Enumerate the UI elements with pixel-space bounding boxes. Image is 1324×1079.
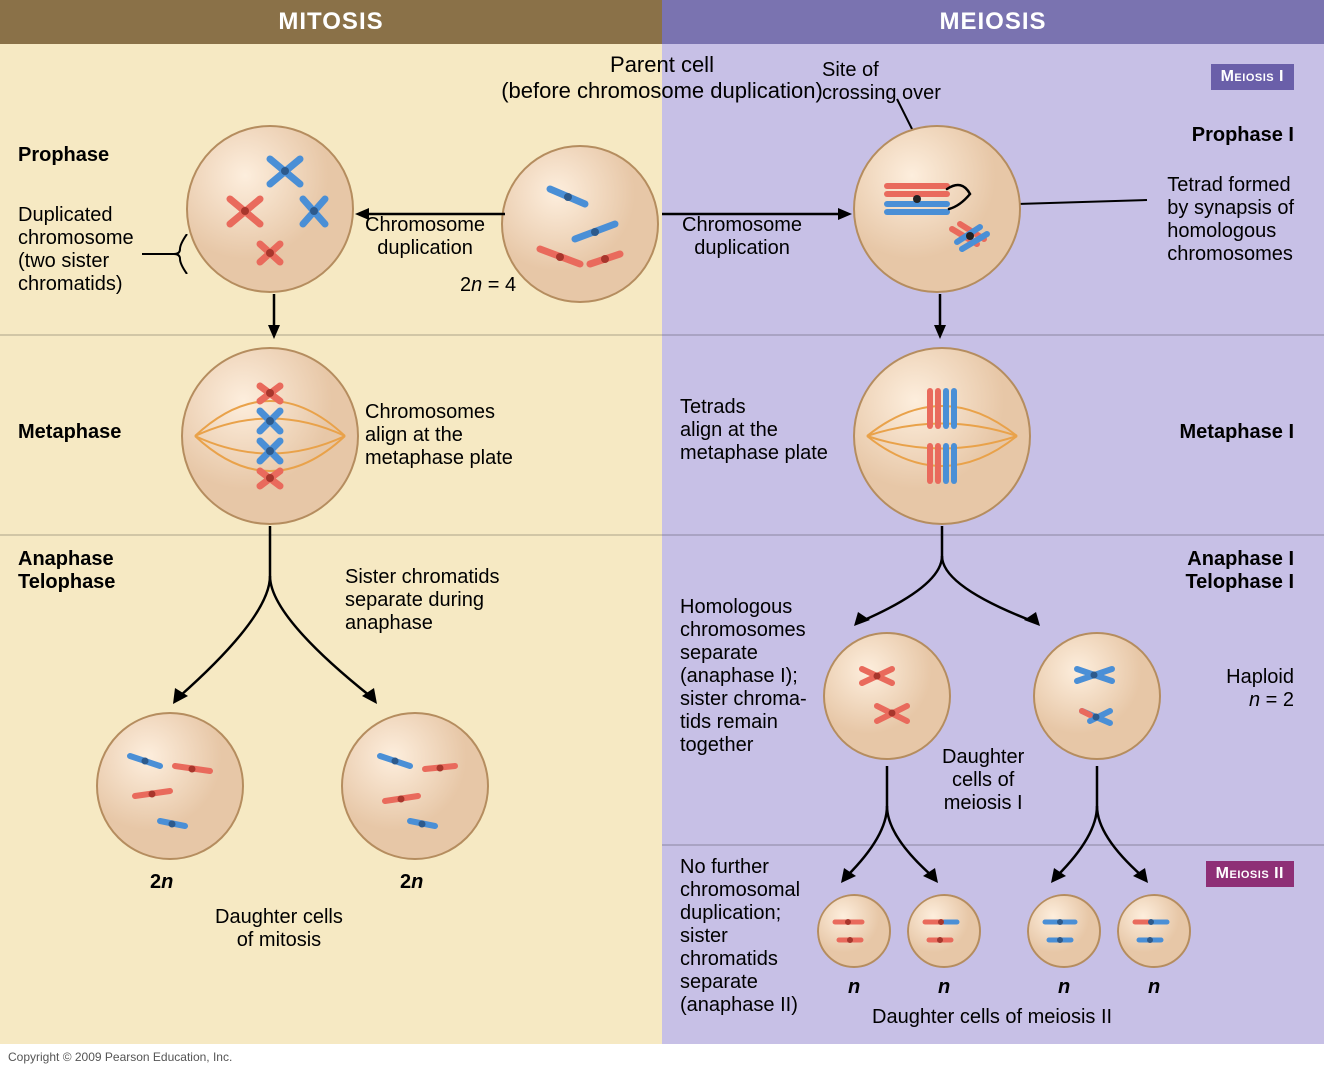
meiosis2-badge: Meiosis II bbox=[1206, 861, 1294, 887]
meiosis-column: Meiosis I Site of crossing over Prophase… bbox=[662, 44, 1324, 1044]
mitosis-column: Prophase Duplicated chromosome (two sist… bbox=[0, 44, 662, 1044]
meiosis-prophase-row: Meiosis I Site of crossing over Prophase… bbox=[662, 44, 1324, 334]
meiosis2-row: Meiosis II No further chromosomal duplic… bbox=[662, 844, 1324, 1044]
n-label-4: n bbox=[1148, 976, 1160, 999]
ploidy-label: 2n = 4 bbox=[460, 274, 516, 297]
daughter2-label: Daughter cells of meiosis II bbox=[872, 1006, 1112, 1029]
left-2n: 2n bbox=[150, 871, 173, 894]
mitosis-anaphase-row: Anaphase Telophase Sister chromatids sep… bbox=[0, 534, 662, 1044]
meiosis1-daughter-left bbox=[822, 631, 952, 761]
tetrad-leader bbox=[1017, 194, 1147, 214]
mitosis-daughter-right bbox=[340, 711, 490, 861]
arrow-left bbox=[355, 204, 505, 224]
meta-desc-label: Chromosomes align at the metaphase plate bbox=[365, 401, 513, 470]
meiosis-metaphase-row: Tetrads align at the metaphase plate Met… bbox=[662, 334, 1324, 534]
n-label-2: n bbox=[938, 976, 950, 999]
ana-telo1-label: Anaphase I Telophase I bbox=[1185, 548, 1294, 594]
mitosis-header: MITOSIS bbox=[0, 0, 662, 44]
meiosis2-cell-3 bbox=[1027, 894, 1102, 969]
diagram-container: MITOSIS MEIOSIS Parent cell (before chro… bbox=[0, 0, 1324, 1070]
daughter-mitosis-label: Daughter cells of mitosis bbox=[215, 906, 343, 952]
arrow-down-m1 bbox=[930, 294, 950, 339]
prophase-label: Prophase bbox=[18, 144, 109, 167]
n-label-3: n bbox=[1058, 976, 1070, 999]
meiosis-metaphase1-cell bbox=[852, 346, 1032, 526]
meiosis-anaphase1-row: Anaphase I Telophase I Homologous chromo… bbox=[662, 534, 1324, 844]
haploid-label: Haploidn = 2 bbox=[1226, 666, 1294, 712]
body-grid: Prophase Duplicated chromosome (two sist… bbox=[0, 44, 1324, 1044]
meiosis-header: MEIOSIS bbox=[662, 0, 1324, 44]
fork-right-m2 bbox=[1042, 766, 1182, 896]
meiosis1-badge: Meiosis I bbox=[1211, 64, 1294, 90]
meiosis-prophase1-cell bbox=[852, 124, 1022, 294]
mitosis-metaphase-cell bbox=[180, 346, 360, 526]
metaphase1-label: Metaphase I bbox=[1180, 421, 1294, 444]
homolog-desc-label: Homologous chromosomes separate (anaphas… bbox=[680, 596, 807, 757]
n-label-1: n bbox=[848, 976, 860, 999]
mitosis-metaphase-row: Metaphase Chromosomes align at the metap… bbox=[0, 334, 662, 534]
metaphase-label: Metaphase bbox=[18, 421, 121, 444]
copyright-text: Copyright © 2009 Pearson Education, Inc. bbox=[0, 1044, 1324, 1070]
fork-left-m2 bbox=[832, 766, 972, 896]
arrow-right bbox=[662, 204, 852, 224]
duplicated-chrom-label: Duplicated chromosome (two sister chroma… bbox=[18, 204, 134, 296]
right-2n: 2n bbox=[400, 871, 423, 894]
no-further-label: No further chromosomal duplication; sist… bbox=[680, 856, 800, 1017]
tetrad-desc-label: Tetrad formed by synapsis of homologous … bbox=[1167, 174, 1294, 266]
prophase1-label: Prophase I bbox=[1192, 124, 1294, 147]
header-row: MITOSIS MEIOSIS bbox=[0, 0, 1324, 44]
fork-arrows bbox=[120, 526, 430, 736]
ana-telo-label: Anaphase Telophase bbox=[18, 548, 115, 594]
bracket-icon bbox=[142, 234, 202, 274]
meiosis2-cell-1 bbox=[817, 894, 892, 969]
meiosis1-daughter-right bbox=[1032, 631, 1162, 761]
mitosis-prophase-row: Prophase Duplicated chromosome (two sist… bbox=[0, 44, 662, 334]
tetrads-align-label: Tetrads align at the metaphase plate bbox=[680, 396, 828, 465]
meiosis2-cell-4 bbox=[1117, 894, 1192, 969]
mitosis-prophase-cell bbox=[185, 124, 355, 294]
meiosis2-cell-2 bbox=[907, 894, 982, 969]
arrow-down-1 bbox=[264, 294, 284, 339]
parent-cell bbox=[500, 144, 660, 304]
fork-arrows-m1 bbox=[802, 526, 1112, 646]
mitosis-daughter-left bbox=[95, 711, 245, 861]
